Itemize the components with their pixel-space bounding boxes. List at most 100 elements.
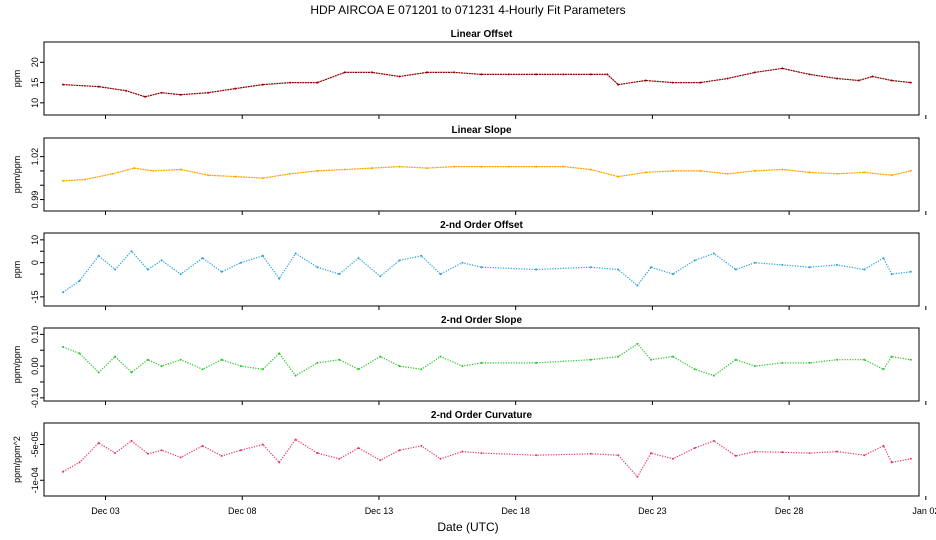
panel-frame [43,137,920,212]
data-point [693,259,696,262]
data-point [97,371,100,374]
data-point [289,81,292,84]
x-tick-label: Jan 02 [912,506,936,516]
data-point [693,368,696,371]
data-point [62,179,65,182]
data-point [650,266,652,269]
data-point [316,266,319,269]
y-tick-label: 0.99 [30,191,40,209]
data-point [836,358,838,361]
series-points [62,438,912,478]
data-point [562,73,565,76]
data-point [535,268,538,271]
data-point [480,452,483,455]
data-point [179,273,182,276]
data-point [671,355,674,358]
data-point [671,81,674,84]
data-point [207,174,210,177]
data-point [278,277,281,280]
data-point [398,75,401,78]
data-point [420,368,423,371]
data-point [316,81,319,84]
y-axis-label: ppm [12,70,22,88]
data-point [871,75,874,78]
x-tick-label: Dec 13 [365,506,394,516]
y-tick-label: 0.10 [30,326,40,344]
y-tick-label: -5e-05 [30,431,40,457]
data-point [130,371,133,374]
data-point [343,168,346,171]
data-point [78,352,81,355]
data-point [338,273,341,276]
data-point [507,165,510,168]
data-point [650,452,652,455]
data-point [239,261,242,264]
data-point [78,461,81,464]
series-points [62,250,912,294]
panel-title: 2-nd Order Offset [440,220,523,231]
data-point [617,268,620,271]
data-point [671,273,674,276]
data-point [781,263,784,266]
data-point [316,169,319,172]
data-point [836,77,838,80]
data-point [863,454,866,457]
data-point [160,365,163,368]
data-point [712,374,715,377]
data-point [133,167,136,170]
data-point [357,257,360,260]
data-point [160,91,163,94]
data-point [439,273,442,276]
data-point [753,365,756,368]
y-tick-label: 20 [30,57,40,67]
data-point [278,352,281,355]
data-point [461,261,464,264]
data-point [343,71,346,74]
data-point [398,259,401,262]
data-point [589,358,592,361]
data-point [289,172,292,175]
data-point [379,275,382,278]
data-point [753,71,756,74]
data-point [480,73,483,76]
y-axis-label: ppm/ppm [12,156,22,194]
data-point [589,168,592,171]
data-point [671,169,674,172]
data-point [461,365,464,368]
data-point [726,77,729,80]
data-point [97,254,100,257]
data-point [909,358,912,361]
data-point [62,291,65,294]
data-point [636,475,639,478]
data-point [890,461,893,464]
data-point [863,268,866,271]
data-point [863,171,866,174]
data-point [371,167,374,170]
data-point [461,450,464,453]
data-point [62,346,65,348]
data-point [261,368,264,371]
data-point [220,454,223,457]
data-point [220,270,223,273]
panel-frame [43,232,920,307]
data-point [753,261,756,264]
data-point [261,254,264,257]
data-point [111,172,114,175]
data-point [734,454,737,457]
data-point [836,263,838,266]
data-point [420,254,423,257]
data-point [644,79,647,82]
data-point [909,270,912,273]
data-point [398,165,401,168]
y-tick-label: -1e-04 [30,467,40,493]
data-point [712,439,715,442]
y-tick-label: 1.02 [30,148,40,166]
data-point [734,268,737,271]
data-point [316,361,319,364]
data-point [207,91,210,94]
x-tick-label: Dec 18 [501,506,530,516]
data-point [234,87,237,90]
data-point [261,443,264,446]
data-point [882,444,885,447]
series-points [62,165,912,182]
